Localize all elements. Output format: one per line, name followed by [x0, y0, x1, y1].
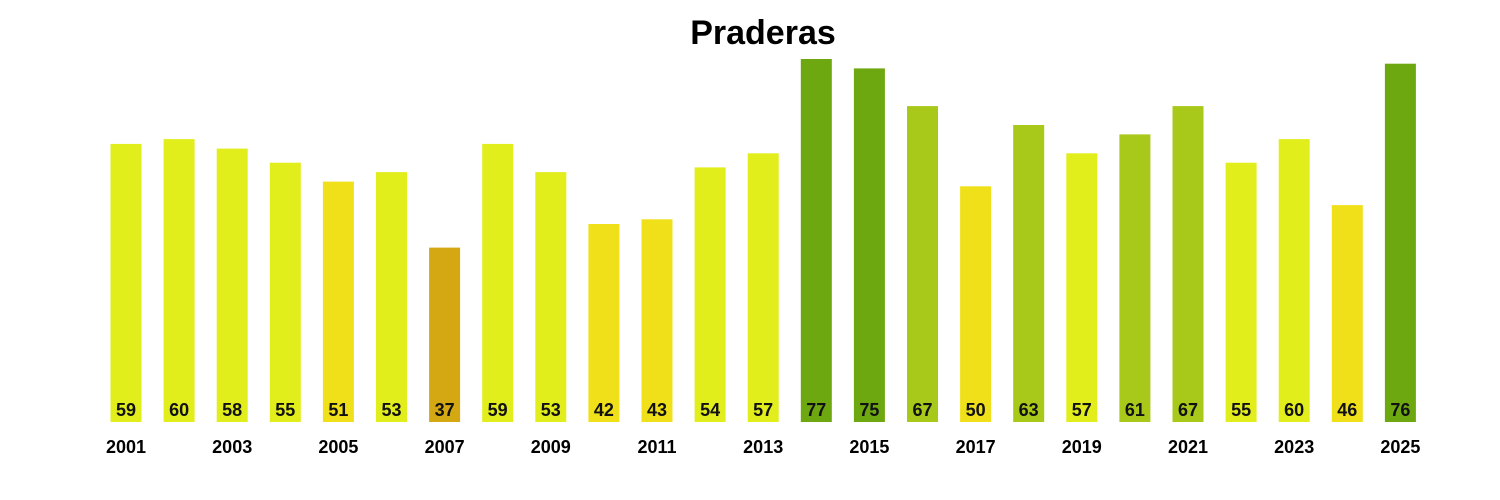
value-label-2007: 37 — [435, 400, 455, 420]
value-label-2019: 57 — [1072, 400, 1092, 420]
bar-2009 — [535, 172, 567, 422]
value-label-2004: 55 — [275, 400, 295, 420]
value-label-2013: 57 — [753, 400, 773, 420]
x-tick-label-2021: 2021 — [1168, 437, 1208, 457]
value-label-2025: 76 — [1390, 400, 1410, 420]
x-axis-ticks-group: 2001 2003 2005 2007 2009 2011 2013 2015 2017 2019… — [106, 437, 1420, 457]
bar-2005 — [322, 181, 354, 422]
x-tick-label-2003: 2003 — [212, 437, 252, 457]
value-label-2018: 63 — [1019, 400, 1039, 420]
value-label-2006: 53 — [381, 400, 401, 420]
bar-2014 — [800, 59, 832, 422]
value-label-2005: 51 — [328, 400, 348, 420]
value-labels-group: 59 60 58 55 51 53 37 59 53 42 43 54 57 77 75 67 50 63 57 61… — [116, 400, 1410, 420]
value-label-2024: 46 — [1337, 400, 1357, 420]
bar-2016 — [907, 106, 938, 422]
bar-2004 — [269, 162, 301, 422]
bar-2024 — [1331, 205, 1363, 422]
value-label-2008: 59 — [488, 400, 508, 420]
x-tick-label-2011: 2011 — [637, 437, 676, 457]
bar-2023 — [1278, 139, 1310, 422]
bar-2001 — [110, 143, 142, 422]
value-label-2010: 42 — [594, 400, 614, 420]
value-label-2023: 60 — [1284, 400, 1304, 420]
bar-2015 — [853, 68, 885, 423]
x-tick-label-2013: 2013 — [743, 437, 783, 457]
value-label-2020: 61 — [1125, 400, 1145, 420]
value-label-2012: 54 — [700, 400, 720, 420]
bar-2021 — [1172, 106, 1204, 422]
bar-2006 — [376, 172, 407, 422]
bars-group — [110, 59, 1416, 423]
value-label-2009: 53 — [541, 400, 561, 420]
value-label-2016: 67 — [912, 400, 932, 420]
value-label-2015: 75 — [859, 400, 879, 420]
value-label-2014: 77 — [806, 400, 826, 420]
x-tick-label-2007: 2007 — [425, 437, 465, 457]
x-tick-label-2015: 2015 — [849, 437, 889, 457]
x-tick-label-2005: 2005 — [318, 437, 358, 457]
x-tick-label-2009: 2009 — [531, 437, 571, 457]
x-tick-label-2001: 2001 — [106, 437, 146, 457]
value-label-2001: 59 — [116, 400, 136, 420]
x-tick-label-2025: 2025 — [1380, 437, 1420, 457]
x-tick-label-2017: 2017 — [956, 437, 996, 457]
bar-2019 — [1066, 153, 1098, 423]
bar-2020 — [1119, 134, 1151, 422]
bar-2012 — [694, 167, 726, 422]
bar-2013 — [747, 153, 779, 423]
value-label-2022: 55 — [1231, 400, 1251, 420]
bar-2002 — [163, 139, 195, 422]
value-label-2021: 67 — [1178, 400, 1198, 420]
bar-2018 — [1013, 125, 1045, 422]
value-label-2002: 60 — [169, 400, 189, 420]
bar-2022 — [1225, 162, 1257, 422]
value-label-2003: 58 — [222, 400, 242, 420]
bar-2003 — [216, 148, 248, 422]
bar-2025 — [1384, 63, 1416, 422]
chart-title: Praderas — [690, 14, 836, 52]
x-tick-label-2023: 2023 — [1274, 437, 1314, 457]
x-tick-label-2019: 2019 — [1062, 437, 1102, 457]
bar-2011 — [641, 219, 673, 422]
bar-2017 — [960, 186, 992, 422]
value-label-2011: 43 — [647, 400, 667, 420]
bar-2010 — [588, 224, 620, 422]
bar-2007 — [429, 247, 461, 422]
bar-2008 — [482, 143, 514, 422]
value-label-2017: 50 — [966, 400, 986, 420]
